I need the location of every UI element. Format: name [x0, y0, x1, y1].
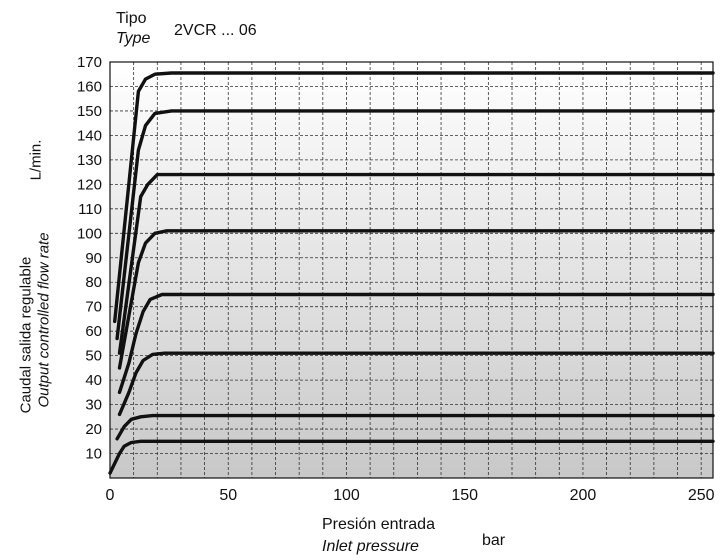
x-tick-label: 200 — [570, 487, 597, 504]
series-line-8 — [113, 71, 715, 324]
y-tick-label: 60 — [85, 323, 102, 340]
series-line-5 — [117, 229, 715, 370]
x-tick-label: 0 — [106, 487, 115, 504]
x-tick-labels: 0 50 100 150 200 250 — [106, 487, 715, 504]
series-line-3 — [117, 351, 715, 417]
y-tick-label: 80 — [85, 274, 102, 291]
y-tick-label: 10 — [85, 446, 102, 463]
y-axis-label-es: Caudal salida regulable — [17, 256, 35, 414]
y-tick-label: 140 — [77, 127, 102, 144]
y-tick-label: 150 — [77, 103, 102, 120]
plot-frame — [109, 61, 714, 479]
y-tick-label: 120 — [77, 176, 102, 193]
type-label: Type — [116, 30, 151, 47]
x-tick-label: 100 — [333, 487, 360, 504]
series-line-4 — [117, 292, 715, 395]
x-tick-label: 150 — [451, 487, 478, 504]
x-unit-label: bar — [482, 532, 506, 549]
plot-area — [110, 62, 713, 478]
y-tick-label: 20 — [85, 421, 102, 438]
series-line-1 — [108, 439, 715, 475]
series-line-2 — [115, 413, 715, 441]
y-tick-label: 130 — [77, 152, 102, 169]
series-group — [108, 71, 715, 475]
y-tick-label: 90 — [85, 250, 102, 267]
y-tick-label: 40 — [85, 372, 102, 389]
y-tick-label: 30 — [85, 397, 102, 414]
y-unit-label: L/min. — [27, 139, 45, 181]
y-tick-label: 100 — [77, 225, 102, 242]
x-tick-label: 50 — [219, 487, 237, 504]
y-tick-label: 170 — [77, 54, 102, 71]
tipo-label: Tipo — [116, 10, 147, 27]
y-axis-label-en: Output controlled flow rate — [35, 232, 53, 408]
y-tick-label: 110 — [78, 201, 102, 218]
y-tick-label: 160 — [77, 78, 102, 95]
y-tick-label: 50 — [85, 348, 102, 365]
y-tick-labels: 10 20 30 40 50 60 70 80 90 100 110 120 130 140 150 160 1… — [77, 54, 102, 463]
x-axis-label-es: Presión entrada — [322, 516, 435, 533]
y-tick-label: 70 — [85, 299, 102, 316]
x-axis-label-en: Inlet pressure — [322, 538, 419, 555]
series-line-6 — [117, 172, 715, 355]
x-tick-label: 250 — [688, 487, 715, 504]
series-line-7 — [115, 109, 715, 341]
model-label: 2VCR ... 06 — [174, 22, 257, 39]
